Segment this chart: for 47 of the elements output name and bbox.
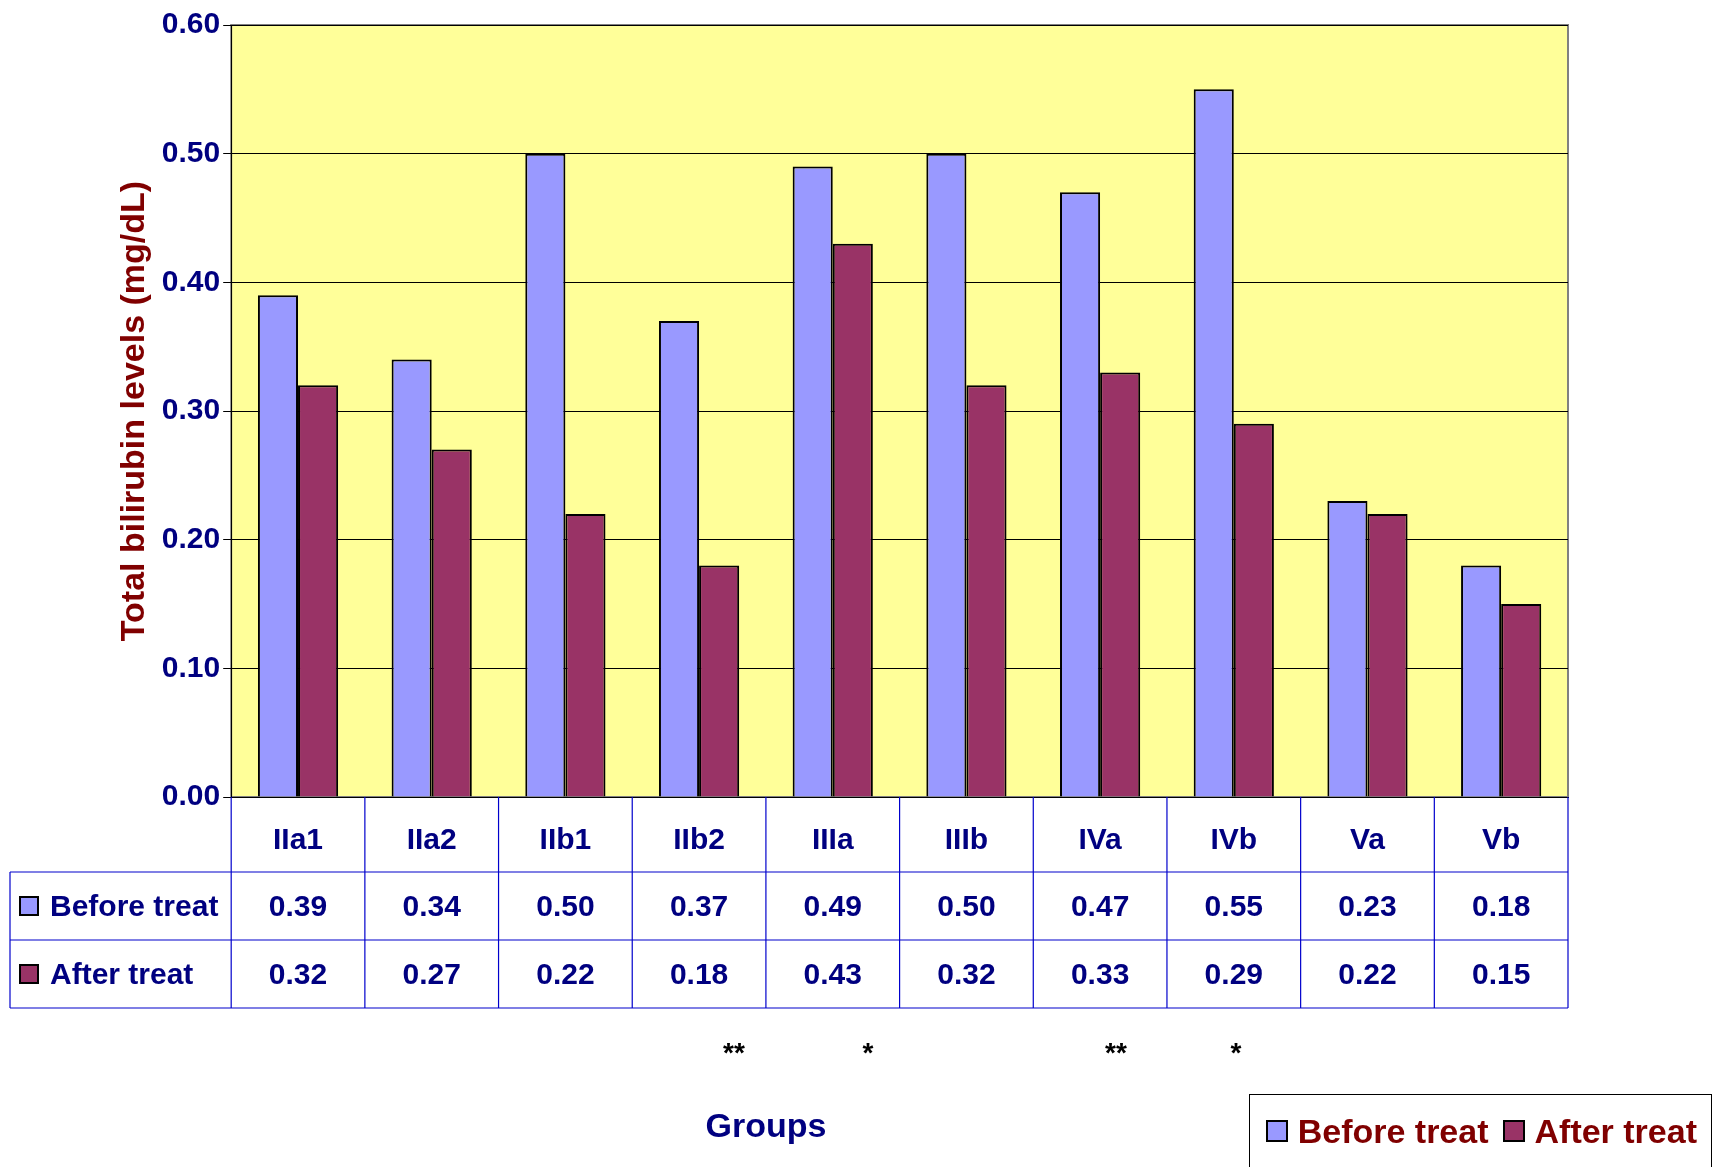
text: ** (723, 1036, 745, 1068)
data-label: 0.50 (536, 889, 595, 923)
text: After treat (1534, 1111, 1697, 1150)
x-tick-label: Vb (1481, 822, 1521, 856)
data-label: 0.18 (1471, 889, 1531, 923)
data-label: 0.37 (669, 889, 729, 923)
y-tick-label: 0.60 (161, 6, 221, 40)
text: Before treat (1297, 1111, 1489, 1150)
x-tick-label: IIIa (811, 822, 854, 856)
y-tick-label: 0.00 (161, 778, 221, 812)
data-label: 0.23 (1338, 889, 1397, 923)
data-label: 0.27 (402, 957, 461, 991)
data-label: 0.29 (1204, 957, 1263, 991)
data-label: 0.43 (803, 957, 862, 991)
data-label: 0.22 (1338, 957, 1397, 991)
y-tick-label: 0.20 (161, 520, 221, 554)
x-tick-label: IVa (1078, 822, 1123, 856)
legend-label: Before treat (50, 889, 219, 923)
data-label: 0.47 (1070, 889, 1130, 923)
legend-label: After treat (50, 957, 194, 991)
y-tick-label: 0.40 (161, 263, 221, 297)
data-label: 0.49 (803, 889, 862, 923)
data-label: 0.32 (268, 957, 328, 991)
data-label: 0.39 (268, 889, 328, 923)
x-tick-label: IIa2 (406, 822, 457, 856)
data-label: 0.18 (669, 957, 729, 991)
y-tick-label: 0.50 (161, 134, 221, 168)
data-label: 0.34 (402, 889, 462, 923)
text: * (862, 1036, 874, 1068)
data-label: 0.15 (1471, 957, 1531, 991)
text: Groups (705, 1106, 827, 1145)
data-label: 0.33 (1070, 957, 1130, 991)
data-label: 0.22 (536, 957, 595, 991)
y-axis-title: Total bilirubin levels (mg/dL) (112, 180, 151, 642)
y-tick-label: 0.30 (161, 392, 221, 426)
data-label: 0.32 (937, 957, 996, 991)
text: ** (1105, 1036, 1127, 1068)
y-tick-label: 0.10 (161, 649, 221, 683)
data-label: 0.50 (937, 889, 996, 923)
data-label: 0.55 (1204, 889, 1263, 923)
text: * (1230, 1036, 1242, 1068)
x-tick-label: IIIb (944, 822, 989, 856)
x-tick-label: IVb (1210, 822, 1258, 856)
x-tick-label: IIb1 (539, 822, 592, 856)
x-tick-label: Va (1349, 822, 1386, 856)
x-tick-label: IIb2 (673, 822, 725, 856)
x-tick-label: IIa1 (273, 822, 324, 856)
